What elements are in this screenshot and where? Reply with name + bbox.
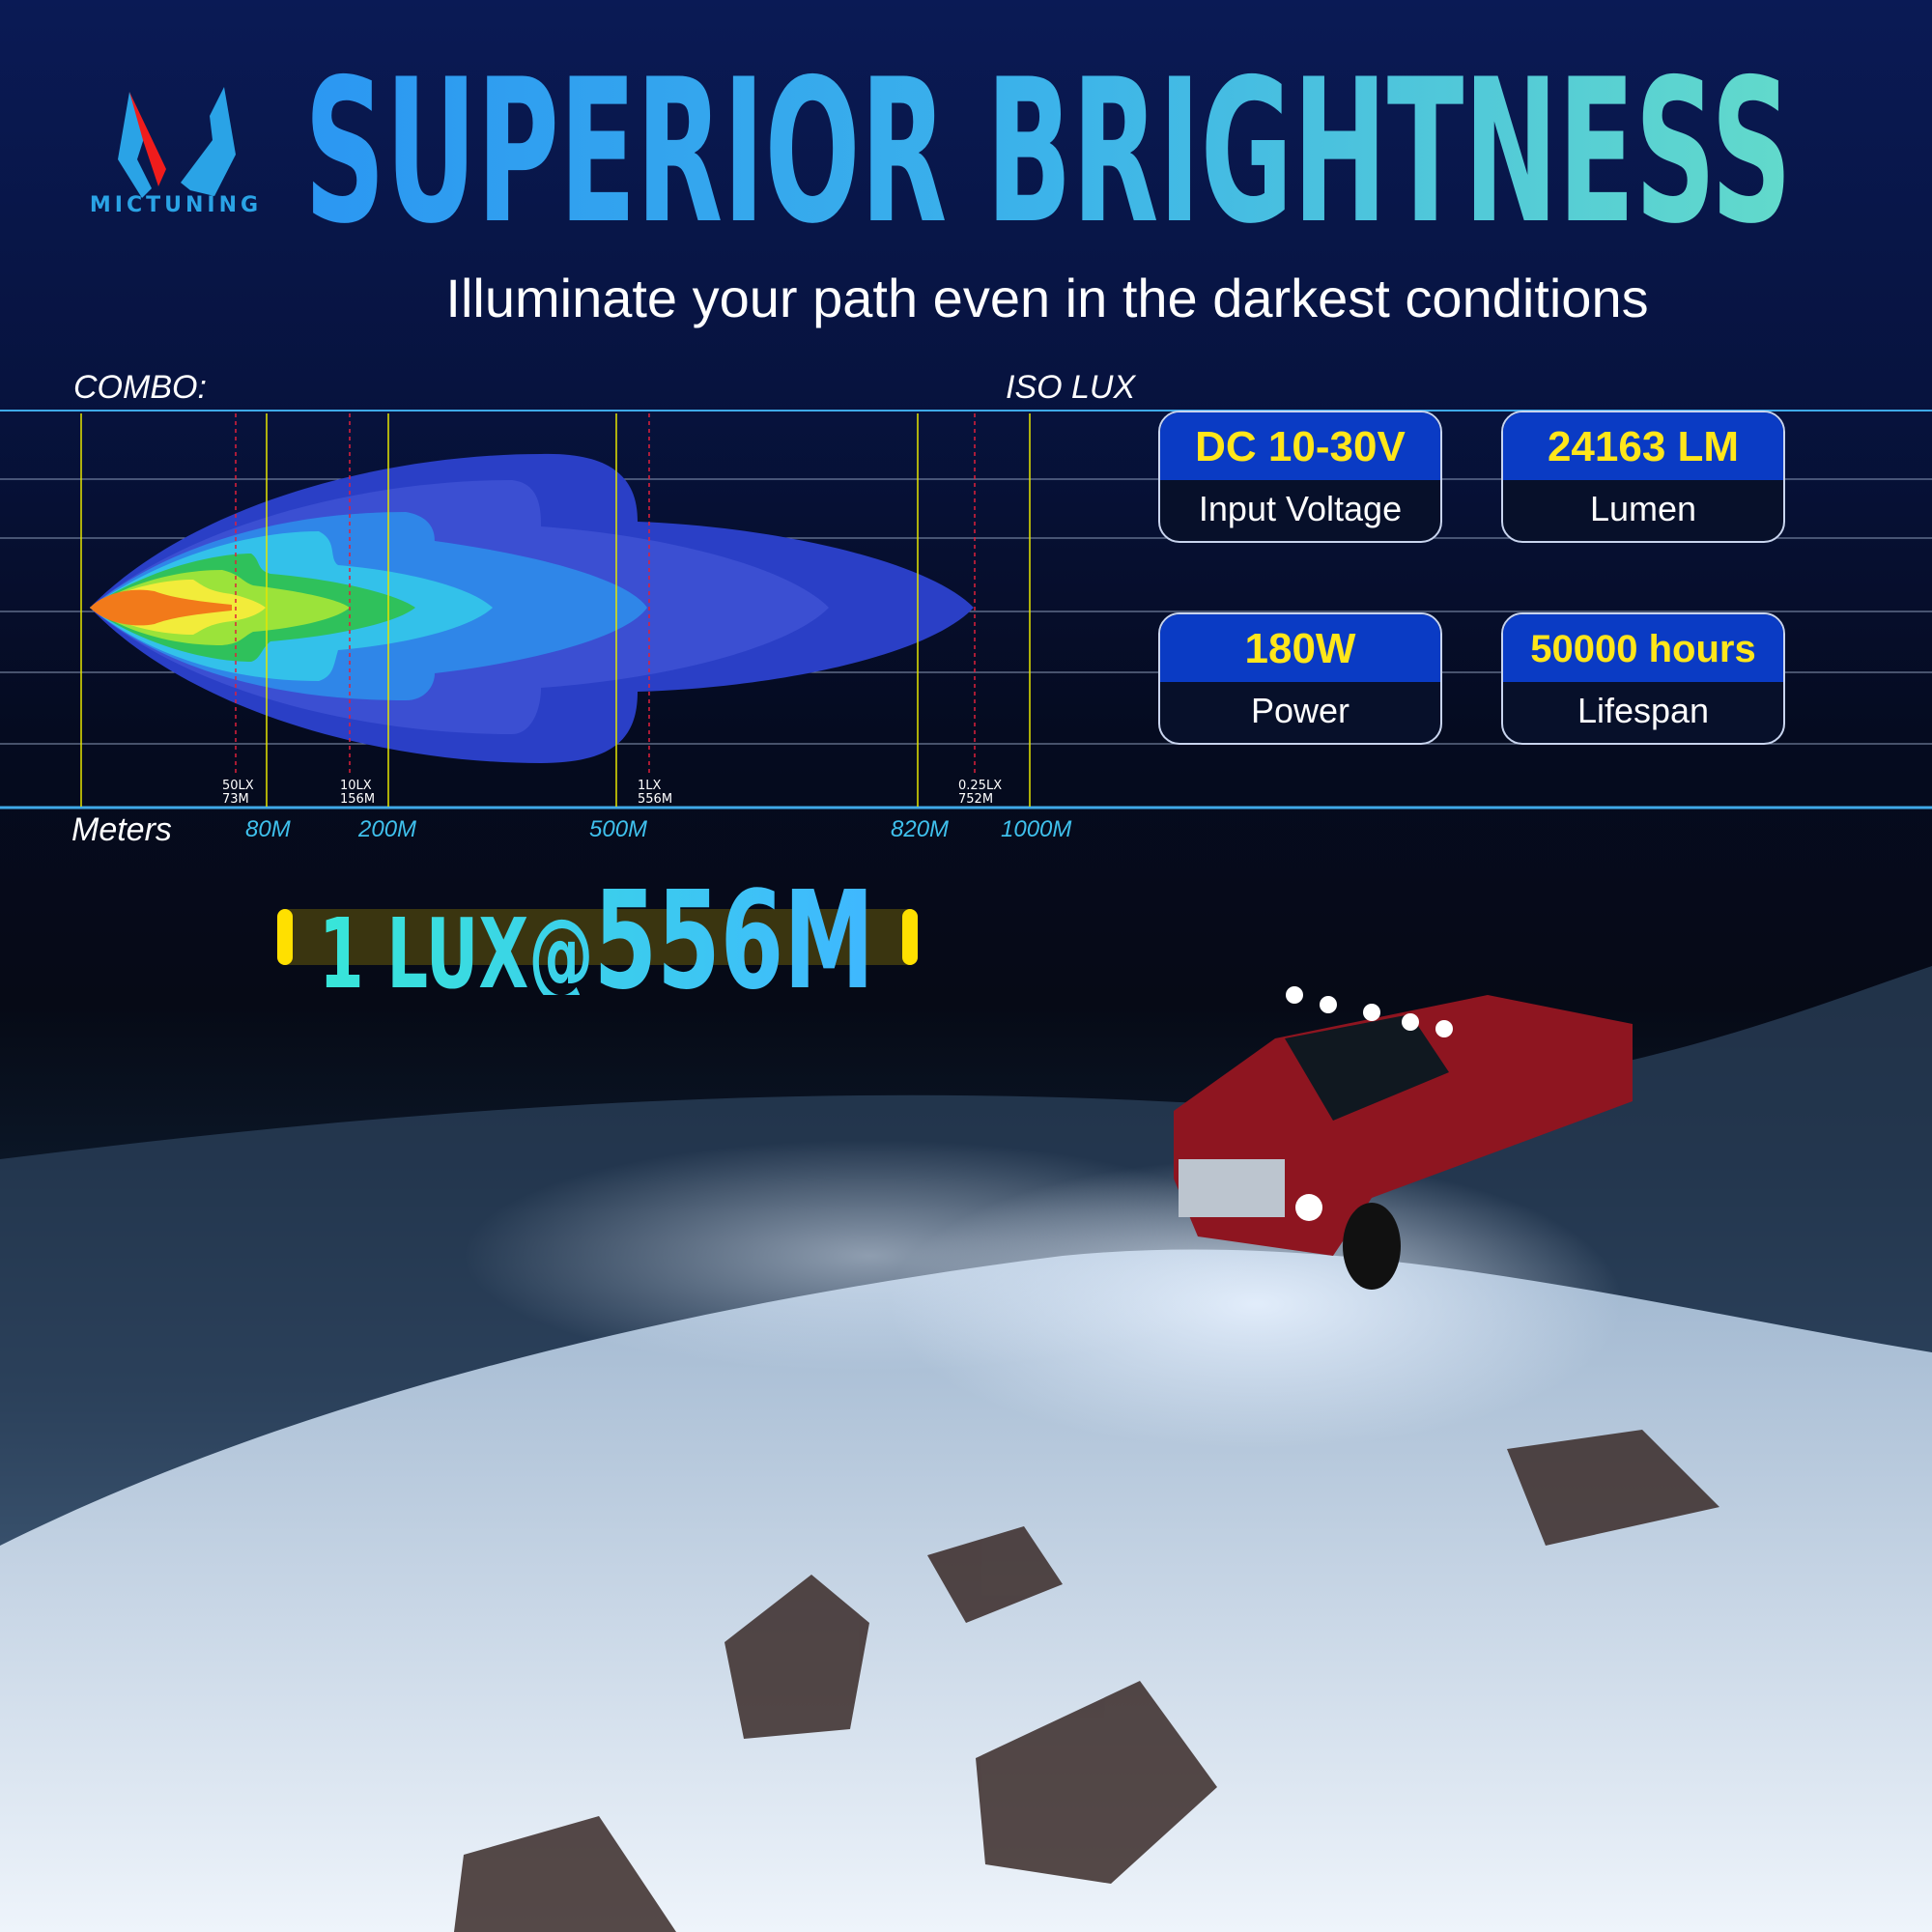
brand-name: MICTUNING (89, 193, 263, 217)
marker-label-lux: 10LX (340, 779, 372, 793)
highlight-text: 1 LUX@556M (319, 869, 874, 995)
tick-label: 1000M (1001, 816, 1072, 842)
spec-value: DC 10-30V (1160, 412, 1440, 480)
spec-card-voltage: DC 10-30V Input Voltage (1158, 411, 1442, 543)
spec-label: Lumen (1589, 489, 1697, 528)
marker-label-lux: 50LX (222, 779, 254, 793)
spec-label: Lifespan (1577, 691, 1710, 730)
spec-card-lifespan: 50000 hours Lifespan (1501, 612, 1785, 745)
bar-cap-left (277, 909, 293, 965)
spec-label: Power (1250, 691, 1350, 730)
distance-axis: 80M 200M 500M 820M 1000M (0, 816, 1159, 855)
spec-label: Input Voltage (1198, 489, 1403, 528)
spec-value: 180W (1160, 614, 1440, 682)
marker-label-distance: 73M (222, 792, 249, 807)
marker-label-lux: 1LX (638, 779, 662, 793)
mode-label: COMBO: (73, 369, 207, 406)
bar-cap-right (902, 909, 918, 965)
tick-label: 820M (891, 816, 950, 842)
svg-text:1 LUX@556M: 1 LUX@556M (319, 869, 874, 995)
spec-value: 24163 LM (1503, 412, 1783, 480)
marker-label-distance: 156M (340, 792, 375, 807)
subtitle: Illuminate your path even in the darkest… (445, 268, 1649, 328)
beam-pattern-chart: 50LX 73M 10LX 156M 1LX 556M 0.25LX 752M (0, 410, 1932, 810)
page-title: SUPERIOR BRIGHTNESS (304, 68, 1792, 232)
marker-label-distance: 752M (958, 792, 993, 807)
marker-label-distance: 556M (638, 792, 672, 807)
spec-card-lumen: 24163 LM Lumen (1501, 411, 1785, 543)
pickup-truck (1174, 986, 1633, 1290)
tick-label: 500M (589, 816, 648, 842)
snow-scene-photo (0, 966, 1932, 1932)
rocks (454, 1430, 1719, 1932)
distance-gridlines (80, 413, 1031, 807)
page-title-wrapper: SUPERIOR BRIGHTNESS (304, 68, 1792, 232)
spec-card-power: 180W Power (1158, 612, 1442, 745)
beam-pattern (90, 453, 974, 763)
iso-lux-label: ISO LUX (1006, 369, 1136, 406)
highlight-prefix: 1 LUX@ (319, 897, 594, 995)
spec-value: 50000 hours (1503, 614, 1783, 682)
mictuning-logo (118, 87, 236, 198)
axis-label: Meters (71, 811, 172, 848)
lux-markers (235, 413, 976, 773)
beam-100lux (90, 589, 232, 626)
tick-label: 80M (245, 816, 291, 842)
highlight-value: 556M (594, 869, 874, 995)
tick-label: 200M (358, 816, 417, 842)
highlight-bar (277, 909, 918, 965)
marker-label-lux: 0.25LX (958, 779, 1002, 793)
